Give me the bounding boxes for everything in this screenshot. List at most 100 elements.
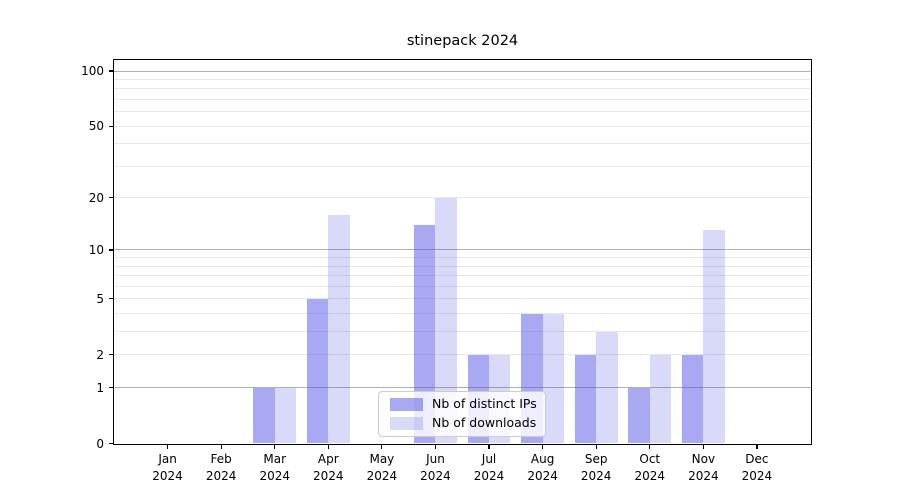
legend-swatch-distinct-ips <box>390 397 423 411</box>
x-tick-month: Dec <box>745 452 769 466</box>
bar-downloads <box>274 387 297 444</box>
x-tick-year: 2024 <box>259 468 290 483</box>
x-tick-mark <box>756 444 758 450</box>
minor-gridline <box>114 354 811 356</box>
x-tick-label: Nov 2024 <box>668 451 738 484</box>
minor-gridline <box>114 125 811 127</box>
x-tick-mark <box>274 444 276 450</box>
bar-distinct-ips <box>574 354 597 444</box>
x-tick-month: Jun <box>426 452 445 466</box>
y-tick-mark <box>109 249 114 251</box>
minor-gridline <box>114 143 811 145</box>
x-tick-year: 2024 <box>366 468 398 483</box>
y-tick-mark <box>109 386 114 389</box>
minor-gridline <box>114 257 811 259</box>
minor-gridline <box>114 265 811 267</box>
y-tick-mark <box>109 298 114 300</box>
legend-item-downloads: Nb of downloads <box>379 416 545 430</box>
x-tick-year: 2024 <box>420 468 451 483</box>
x-tick-label: Jul 2024 <box>454 451 524 484</box>
legend-label-downloads: Nb of downloads <box>432 415 537 430</box>
y-tick-mark <box>109 70 114 72</box>
y-tick-label: 20 <box>88 190 104 205</box>
minor-gridline <box>114 98 811 100</box>
x-tick-mark <box>220 444 222 450</box>
bar-distinct-ips <box>681 354 704 444</box>
x-tick-year: 2024 <box>152 468 183 483</box>
minor-gridline <box>114 275 811 277</box>
x-tick-year: 2024 <box>688 468 719 483</box>
x-tick-mark <box>595 444 597 450</box>
x-tick-month: Aug <box>530 452 555 466</box>
x-tick-month: Sep <box>584 452 608 466</box>
x-tick-month: May <box>369 452 395 466</box>
bar-downloads <box>703 230 725 444</box>
legend-swatch-downloads <box>390 416 423 430</box>
x-tick-year: 2024 <box>313 468 344 483</box>
x-tick-year: 2024 <box>741 468 773 483</box>
x-tick-label: Aug 2024 <box>508 451 578 484</box>
x-tick-year: 2024 <box>527 468 558 483</box>
y-tick-label: 0 <box>96 436 104 451</box>
legend-item-distinct-ips: Nb of distinct IPs <box>379 397 545 411</box>
x-tick-mark <box>702 444 704 450</box>
x-tick-mark <box>166 444 169 450</box>
bar-downloads <box>328 214 350 444</box>
x-tick-label: Feb 2024 <box>186 451 256 484</box>
y-tick-label: 10 <box>88 242 104 257</box>
x-tick-label: Jun 2024 <box>400 451 470 484</box>
x-tick-label: Sep 2024 <box>561 451 631 484</box>
bar-distinct-ips <box>628 387 650 444</box>
bar-downloads <box>435 197 457 444</box>
x-tick-year: 2024 <box>634 468 666 483</box>
major-gridline <box>114 387 811 389</box>
x-tick-year: 2024 <box>205 468 237 483</box>
x-tick-mark <box>434 444 437 450</box>
x-tick-label: Apr 2024 <box>293 451 363 484</box>
x-tick-month: Mar <box>263 452 287 466</box>
minor-gridline <box>114 78 811 80</box>
minor-gridline <box>114 165 811 167</box>
x-tick-label: Jan 2024 <box>133 451 203 484</box>
x-tick-month: Jan <box>158 452 177 466</box>
bar-downloads <box>596 331 618 444</box>
x-tick-label: Oct 2024 <box>615 451 685 484</box>
x-tick-label: May 2024 <box>347 451 417 484</box>
x-tick-month: Feb <box>210 452 232 466</box>
minor-gridline <box>114 197 811 199</box>
major-gridline <box>114 70 811 72</box>
x-tick-mark <box>381 444 383 450</box>
y-tick-label: 5 <box>96 291 104 306</box>
x-tick-label: Dec 2024 <box>722 451 792 484</box>
bar-distinct-ips <box>253 387 275 444</box>
y-tick-mark <box>109 197 114 199</box>
minor-gridline <box>114 313 811 315</box>
legend-label-distinct-ips: Nb of distinct IPs <box>432 396 537 411</box>
y-tick-label: 1 <box>96 380 104 395</box>
minor-gridline <box>114 331 811 333</box>
chart-title: stinepack 2024 <box>406 33 519 49</box>
minor-gridline <box>114 285 811 287</box>
x-tick-month: Oct <box>639 452 661 466</box>
bar-downloads <box>542 313 565 444</box>
bar-distinct-ips <box>414 224 436 444</box>
y-tick-label: 50 <box>88 119 104 134</box>
y-tick-mark <box>109 354 114 356</box>
major-gridline <box>114 249 811 251</box>
y-tick-mark <box>109 125 114 127</box>
y-tick-label: 2 <box>96 347 104 362</box>
bar-downloads <box>649 354 672 444</box>
minor-gridline <box>114 111 811 113</box>
legend: Nb of distinct IPs Nb of downloads <box>378 390 546 437</box>
x-tick-month: Apr <box>317 452 339 466</box>
x-tick-month: Jul <box>481 452 497 466</box>
x-tick-label: Mar 2024 <box>240 451 310 484</box>
y-tick-label: 100 <box>81 64 104 78</box>
x-tick-mark <box>327 444 329 450</box>
x-tick-year: 2024 <box>473 468 505 483</box>
x-tick-mark <box>649 444 651 450</box>
bar-distinct-ips <box>306 298 329 444</box>
y-tick-mark <box>109 442 114 445</box>
x-tick-year: 2024 <box>580 468 612 483</box>
